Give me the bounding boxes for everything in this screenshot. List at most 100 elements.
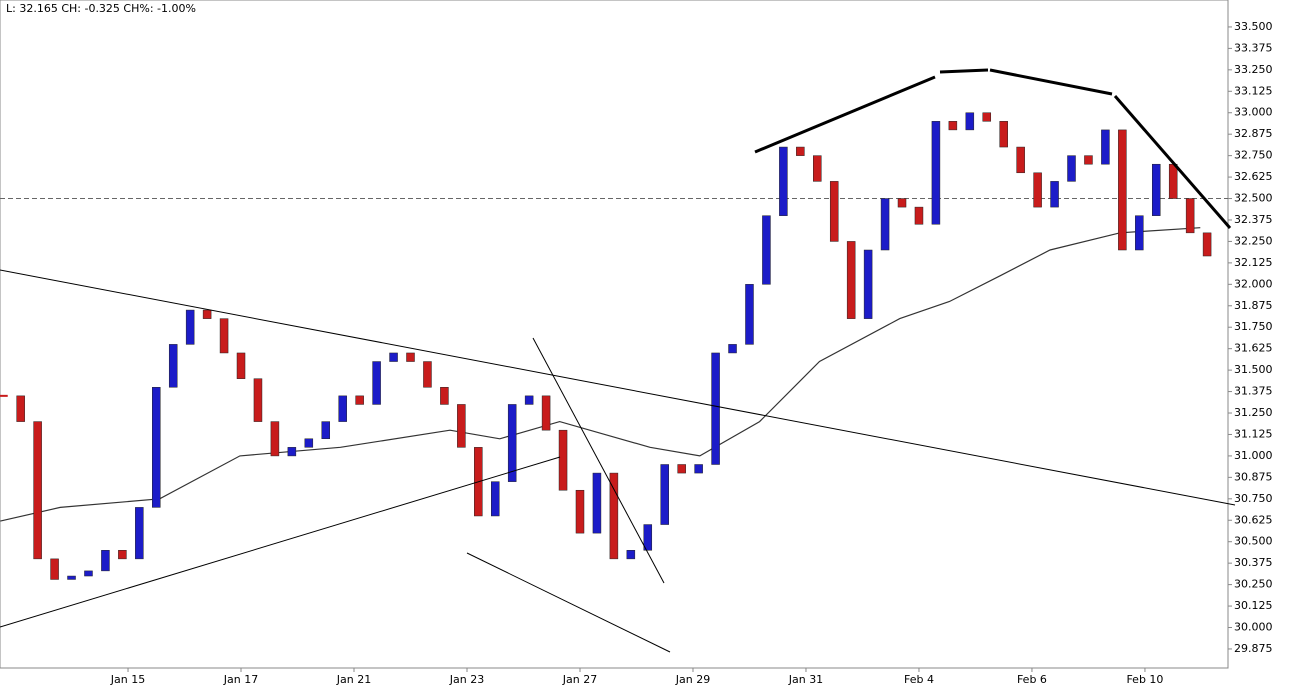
trendline bbox=[939, 68, 989, 74]
trendlines bbox=[0, 68, 1236, 653]
y-tick-label: 30.875 bbox=[1234, 470, 1273, 483]
candle bbox=[948, 121, 958, 131]
y-tick-label: 32.000 bbox=[1234, 277, 1273, 290]
candle bbox=[863, 249, 873, 319]
candle bbox=[101, 550, 110, 572]
x-tick-label: Jan 31 bbox=[788, 673, 823, 686]
y-tick-label: 31.750 bbox=[1234, 320, 1273, 333]
candle bbox=[287, 447, 297, 457]
y-tick-label: 30.750 bbox=[1234, 492, 1273, 505]
x-tick-label: Jan 21 bbox=[336, 673, 371, 686]
candle bbox=[389, 352, 398, 362]
candle bbox=[423, 361, 432, 388]
candle bbox=[16, 395, 25, 422]
y-tick-label: 30.000 bbox=[1234, 621, 1273, 634]
candle bbox=[168, 344, 178, 388]
candle bbox=[236, 352, 246, 379]
y-tick-label: 31.625 bbox=[1234, 342, 1273, 355]
candle bbox=[1202, 232, 1212, 257]
candle bbox=[558, 429, 568, 491]
x-tick-label: Jan 17 bbox=[223, 673, 258, 686]
y-tick-label: 30.625 bbox=[1234, 513, 1273, 526]
y-tick-label: 32.125 bbox=[1234, 256, 1273, 269]
candle bbox=[779, 146, 788, 216]
candle bbox=[406, 352, 415, 362]
y-tick-label: 31.875 bbox=[1234, 299, 1273, 312]
trendline bbox=[466, 552, 671, 653]
candle bbox=[1151, 163, 1161, 216]
candle bbox=[50, 558, 59, 580]
y-tick-label: 33.125 bbox=[1234, 84, 1273, 97]
candle bbox=[880, 198, 890, 251]
candle bbox=[897, 198, 907, 208]
candle bbox=[355, 395, 364, 405]
candle bbox=[490, 481, 500, 517]
candle bbox=[677, 464, 686, 474]
candle bbox=[575, 489, 585, 534]
y-tick-label: 29.875 bbox=[1234, 642, 1273, 655]
candle bbox=[457, 404, 466, 448]
y-tick-label: 33.375 bbox=[1234, 41, 1273, 54]
candle bbox=[711, 352, 720, 465]
candle bbox=[609, 472, 619, 560]
y-tick-label: 32.500 bbox=[1234, 192, 1273, 205]
candle bbox=[338, 395, 347, 422]
y-tick-label: 33.000 bbox=[1234, 106, 1273, 119]
y-tick-label: 31.125 bbox=[1234, 427, 1273, 440]
candle bbox=[372, 361, 381, 405]
y-tick-label: 32.625 bbox=[1234, 170, 1273, 183]
candle bbox=[914, 206, 924, 225]
candle bbox=[1168, 163, 1178, 199]
candle bbox=[1101, 129, 1110, 165]
candle bbox=[1185, 198, 1195, 234]
candle bbox=[829, 181, 839, 242]
candle bbox=[931, 121, 941, 225]
candle bbox=[728, 344, 737, 354]
candle bbox=[1016, 146, 1025, 174]
x-tick-label: Jan 23 bbox=[449, 673, 484, 686]
candle bbox=[1067, 155, 1076, 182]
candle bbox=[152, 387, 161, 508]
axes: 29.875 30.000 30.125 30.250 30.375 30.500 30.6… bbox=[110, 20, 1273, 686]
candle bbox=[541, 395, 551, 431]
y-tick-label: 31.375 bbox=[1234, 385, 1273, 398]
candle bbox=[524, 395, 534, 405]
candle bbox=[219, 318, 229, 354]
x-tick-label: Jan 29 bbox=[675, 673, 710, 686]
x-tick-label: Feb 4 bbox=[904, 673, 934, 686]
trendline bbox=[532, 337, 665, 584]
candle bbox=[643, 524, 653, 551]
chart-title: L: 32.165 CH: -0.325 CH%: -1.00% bbox=[6, 2, 196, 15]
trendline bbox=[1113, 95, 1232, 229]
x-tick-label: Jan 15 bbox=[110, 673, 145, 686]
candle bbox=[33, 421, 42, 560]
candle bbox=[1135, 215, 1144, 251]
candle bbox=[84, 570, 93, 577]
candle bbox=[745, 284, 754, 345]
candle bbox=[185, 309, 195, 345]
y-tick-label: 33.250 bbox=[1234, 63, 1273, 76]
candle bbox=[592, 472, 602, 534]
candle bbox=[67, 575, 76, 580]
candle bbox=[304, 438, 314, 448]
candle bbox=[253, 378, 263, 422]
plot-area bbox=[0, 0, 1229, 669]
x-tick-label: Feb 6 bbox=[1017, 673, 1047, 686]
candle bbox=[118, 550, 127, 560]
candle bbox=[270, 421, 280, 457]
candle bbox=[965, 112, 975, 131]
y-tick-label: 32.875 bbox=[1234, 127, 1273, 140]
x-tick-label: Jan 27 bbox=[562, 673, 597, 686]
y-tick-label: 31.250 bbox=[1234, 406, 1273, 419]
candle bbox=[202, 309, 212, 319]
candle bbox=[1084, 155, 1093, 165]
y-tick-label: 30.500 bbox=[1234, 535, 1273, 548]
y-tick-label: 32.250 bbox=[1234, 234, 1273, 247]
y-tick-label: 31.000 bbox=[1234, 449, 1273, 462]
candle bbox=[660, 464, 669, 525]
y-tick-label: 30.125 bbox=[1234, 599, 1273, 612]
candle bbox=[846, 241, 856, 319]
trendline bbox=[0, 269, 1236, 506]
x-tick-label: Feb 10 bbox=[1126, 673, 1163, 686]
trendline bbox=[989, 68, 1113, 96]
